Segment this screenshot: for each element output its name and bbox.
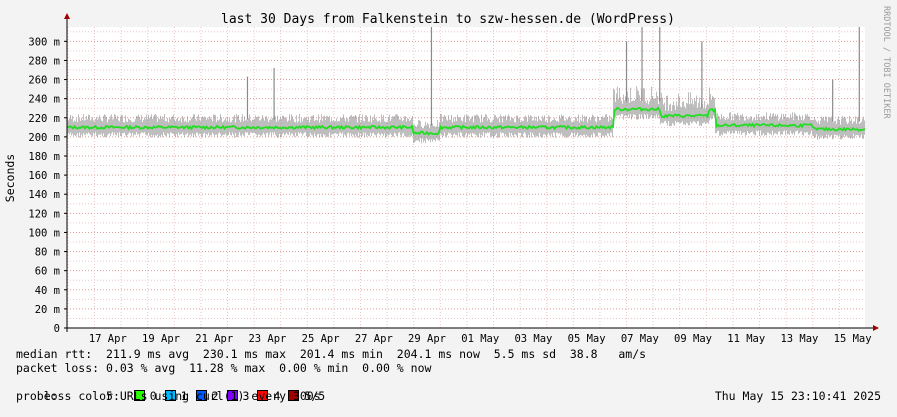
y-tick-label: 260 m: [28, 75, 60, 87]
x-tick-labels: 17 Apr 19 Apr 21 Apr 23 Apr 25 Apr 27 Apr 29 A…: [89, 333, 872, 345]
median-rtt-line: median rtt: 211.9 ms avg 230.1 ms max 20…: [16, 347, 647, 361]
y-tick-label: 180 m: [28, 151, 60, 163]
loss-color-value: 2: [211, 389, 219, 403]
timestamp: Thu May 15 23:10:41 2025: [714, 389, 881, 403]
packet-loss-line: packet loss: 0.03 % avg 11.28 % max 0.00…: [16, 361, 432, 375]
rrdtool-watermark: RRDTOOL / TOBI OETIKER: [881, 6, 891, 119]
y-tick-label: 20 m: [35, 304, 60, 316]
x-tick-label: 03 May: [514, 333, 552, 345]
loss-color-label: loss color:: [43, 389, 120, 403]
plot-area: [67, 27, 865, 328]
loss-color-item: 5/5: [288, 389, 325, 403]
x-tick-label: 19 Apr: [142, 333, 180, 345]
y-tick-label: 240 m: [28, 94, 60, 106]
spike-group: [246, 27, 860, 126]
loss-color-value: 4: [273, 389, 281, 403]
y-tick-label: 220 m: [28, 113, 60, 125]
chart-title: last 30 Days from Falkenstein to szw-hes…: [221, 12, 675, 27]
median-rtt-series: [66, 106, 866, 136]
median-line: [66, 106, 866, 136]
loss-color-swatch: [288, 390, 300, 401]
loss-color-value: 3: [242, 389, 250, 403]
loss-color-item: 1: [164, 389, 188, 403]
loss-color-swatch: [257, 390, 269, 401]
y-axis-arrow: [64, 13, 70, 19]
x-tick-label: 23 Apr: [248, 333, 286, 345]
probe-line: probe: 5 URLs using curl(1) every 300s: [16, 389, 321, 403]
loss-color-legend: loss color: 0 1 2 3 4 5/5: [16, 375, 333, 417]
x-tick-label: 07 May: [621, 333, 659, 345]
y-tick-label: 140 m: [28, 189, 60, 201]
y-tick-labels: 0 20 m 40 m 60 m 80 m 100 m 120 m 140 m 160 m 180…: [28, 36, 60, 335]
loss-color-swatch: [164, 390, 176, 401]
y-tick-label: 300 m: [28, 36, 60, 48]
loss-color-item: 4: [257, 389, 280, 403]
x-tick-label: 11 May: [727, 333, 765, 345]
loss-color-items: 0 1 2 3 4 5/5: [133, 389, 333, 403]
x-tick-label: 21 Apr: [195, 333, 233, 345]
x-tick-label: 05 May: [568, 333, 606, 345]
loss-color-value: 1: [180, 389, 188, 403]
x-axis-arrow: [873, 325, 879, 331]
y-tick-label: 40 m: [35, 285, 60, 297]
x-tick-label: 17 Apr: [89, 333, 127, 345]
loss-color-value: 5/5: [304, 389, 326, 403]
y-tick-label: 280 m: [28, 55, 60, 67]
x-tick-label: 15 May: [834, 333, 872, 345]
y-tick-label: 0: [54, 323, 60, 335]
x-tick-label: 25 Apr: [302, 333, 340, 345]
loss-color-swatch: [133, 390, 145, 401]
loss-color-swatch: [226, 390, 238, 401]
x-tick-label: 09 May: [674, 333, 712, 345]
y-axis-label: Seconds: [3, 154, 17, 202]
y-tick-label: 200 m: [28, 132, 60, 144]
x-tick-label: 27 Apr: [355, 333, 393, 345]
x-tick-label: 01 May: [461, 333, 499, 345]
y-tick-label: 60 m: [35, 266, 60, 278]
y-tick-label: 80 m: [35, 247, 60, 259]
loss-color-item: 0: [133, 389, 157, 403]
grid-lines: [67, 27, 865, 328]
x-tick-label: 29 Apr: [408, 333, 446, 345]
latency-chart: 0 20 m 40 m 60 m 80 m 100 m 120 m 140 m 160 m 180…: [3, 6, 891, 345]
x-tick-label: 13 May: [780, 333, 818, 345]
loss-color-item: 3: [226, 389, 250, 403]
loss-color-value: 0: [149, 389, 157, 403]
axes: [64, 13, 879, 332]
y-tick-label: 120 m: [28, 208, 60, 220]
loss-color-swatch: [195, 390, 207, 401]
loss-color-item: 2: [195, 389, 219, 403]
y-tick-label: 100 m: [28, 227, 60, 239]
y-tick-label: 160 m: [28, 170, 60, 182]
